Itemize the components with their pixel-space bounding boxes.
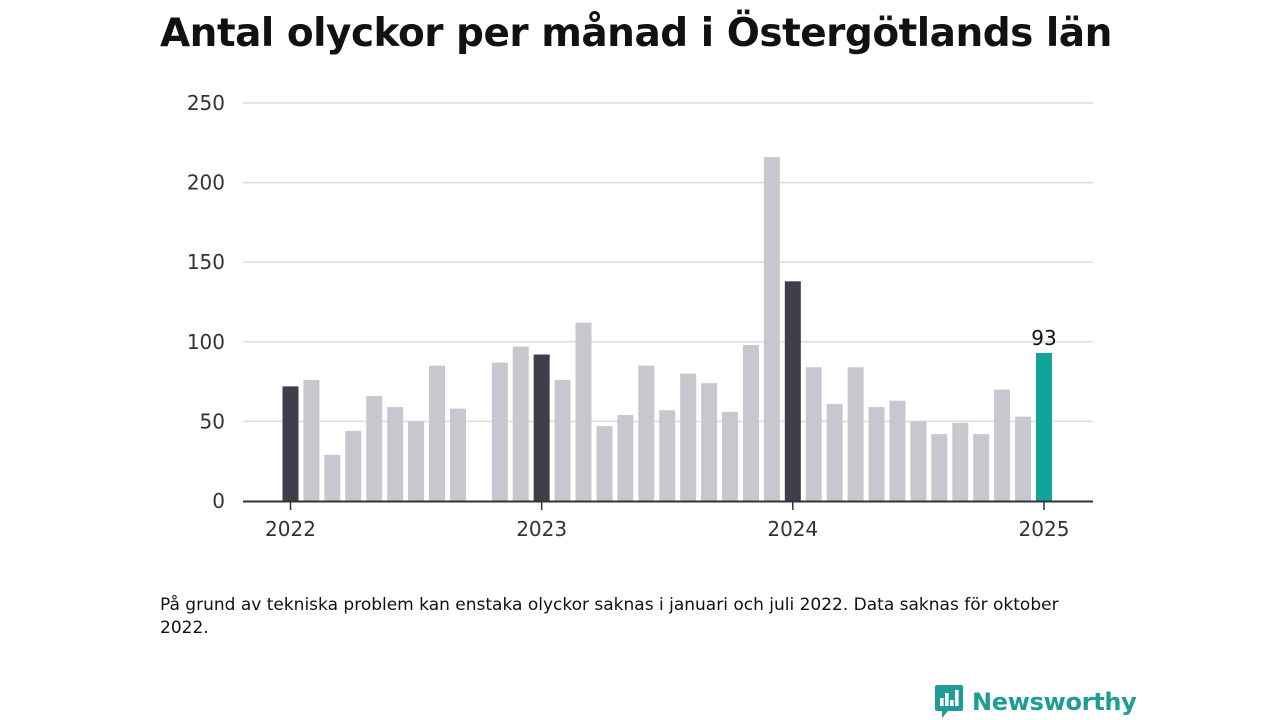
bar-2024-05: [868, 407, 885, 501]
bar-2022-02: [303, 380, 320, 501]
bar-2022-09: [449, 408, 466, 501]
bar-2024-09: [952, 422, 969, 501]
brand-name: Newsworthy: [972, 688, 1137, 716]
bar-2024-07: [910, 421, 927, 501]
bar-2022-03: [324, 454, 341, 501]
bar-2022-01: [282, 386, 299, 501]
bar-2024-04: [847, 367, 864, 501]
bar-2024-12: [1015, 416, 1032, 501]
y-tick-label: 250: [187, 91, 225, 115]
bar-2022-05: [366, 395, 383, 501]
bar-2023-01: [533, 354, 550, 501]
bar-2023-05: [617, 415, 634, 501]
bar-2022-04: [345, 430, 362, 501]
bar-2024-03: [826, 403, 843, 501]
x-tick-label: 2022: [265, 517, 316, 541]
bar-2022-06: [387, 407, 404, 501]
bar-2023-09: [701, 383, 718, 501]
y-tick-label: 0: [212, 489, 225, 513]
x-tick-label: 2024: [767, 517, 818, 541]
bar-2022-11: [491, 362, 508, 501]
bar-2022-08: [429, 365, 446, 501]
bar-2023-02: [554, 380, 571, 501]
data-labels: 93: [1031, 326, 1056, 350]
bar-2025-01: [1035, 352, 1052, 501]
gridlines: [243, 102, 1093, 423]
footnote: På grund av tekniska problem kan enstaka…: [160, 595, 1059, 638]
bar-2024-01: [784, 281, 801, 501]
bar-2022-12: [512, 346, 529, 501]
bar-2024-06: [889, 400, 906, 501]
bar-2023-08: [680, 373, 697, 501]
y-tick-label: 50: [200, 409, 225, 433]
bar-2023-04: [596, 426, 613, 501]
bar-2022-07: [408, 421, 425, 501]
y-axis-ticks: 0 50 100 150 200 250: [187, 91, 225, 513]
y-tick-label: 100: [187, 330, 225, 354]
bar-2023-10: [722, 411, 739, 501]
bar-2023-12: [763, 157, 780, 502]
x-tick-label: 2023: [516, 517, 567, 541]
data-label-2025-01: 93: [1031, 326, 1056, 350]
bar-2024-08: [931, 434, 948, 501]
newsworthy-logo-icon: [935, 685, 963, 718]
bar-2024-02: [805, 367, 822, 501]
bar-2023-03: [575, 322, 592, 501]
y-tick-label: 200: [187, 171, 225, 195]
bar-2024-10: [973, 434, 990, 501]
bar-2024-11: [994, 389, 1011, 501]
bar-2023-11: [742, 344, 759, 501]
x-tick-label: 2025: [1019, 517, 1070, 541]
newsworthy-logo[interactable]: Newsworthy: [934, 684, 1137, 720]
chart-title: Antal olyckor per månad i Östergötlands …: [160, 11, 1112, 56]
bars: [282, 157, 1052, 502]
bar-2023-06: [638, 365, 655, 501]
x-axis-ticks: 2022 2023 2024 2025: [265, 502, 1069, 541]
y-tick-label: 150: [187, 250, 225, 274]
bar-2023-07: [659, 410, 676, 501]
bar-chart: 0 50 100 150 200 250 2022 2023 2024 2025 93: [187, 91, 1093, 541]
